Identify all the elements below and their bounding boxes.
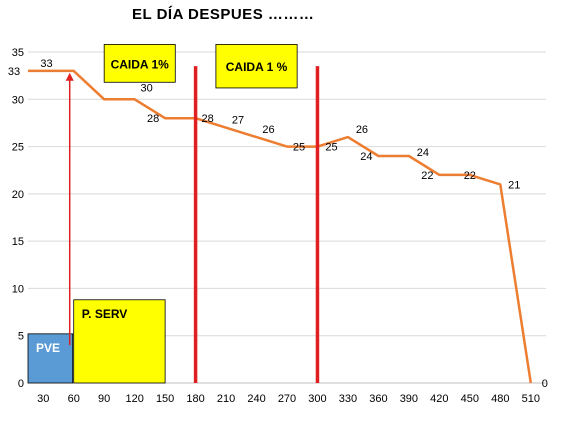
x-tick-label: 30 bbox=[37, 393, 49, 405]
chart-title: EL DÍA DESPUES ……… bbox=[132, 6, 315, 23]
y-tick-label: 10 bbox=[12, 283, 24, 295]
x-tick-label: 240 bbox=[247, 393, 265, 405]
data-label: 33 bbox=[40, 58, 52, 70]
data-label: 26 bbox=[262, 124, 274, 136]
x-tick-label: 300 bbox=[308, 393, 326, 405]
x-tick-label: 180 bbox=[186, 393, 204, 405]
data-label: 28 bbox=[201, 113, 213, 125]
y-tick-label: 25 bbox=[12, 142, 24, 154]
x-tick-label: 450 bbox=[461, 393, 479, 405]
y-tick-label: 15 bbox=[12, 236, 24, 248]
data-label: 26 bbox=[356, 124, 368, 136]
data-label: 22 bbox=[464, 170, 476, 182]
data-label: 21 bbox=[508, 179, 520, 191]
x-tick-label: 90 bbox=[98, 393, 110, 405]
x-tick-label: 390 bbox=[400, 393, 418, 405]
x-tick-label: 210 bbox=[217, 393, 235, 405]
annotation-box-p-serv-label: P. SERV bbox=[82, 307, 128, 321]
annotation-box-caida-1-label: CAIDA 1% bbox=[111, 57, 170, 71]
annotation-box-pve bbox=[27, 333, 74, 384]
y-tick-label: 0 bbox=[18, 378, 24, 390]
x-tick-label: 330 bbox=[339, 393, 357, 405]
x-tick-label: 150 bbox=[156, 393, 174, 405]
data-label: 22 bbox=[421, 170, 433, 182]
data-label: 28 bbox=[147, 113, 159, 125]
y-tick-label: 35 bbox=[12, 47, 24, 59]
data-label: 27 bbox=[232, 115, 244, 127]
data-label: 24 bbox=[360, 151, 372, 163]
data-label: 25 bbox=[325, 142, 337, 154]
x-tick-label: 420 bbox=[430, 393, 448, 405]
annotation-box-pve-label: PVE bbox=[36, 341, 60, 355]
data-label: 0 bbox=[542, 378, 548, 390]
data-label: 30 bbox=[141, 82, 153, 94]
annotation-box-p-serv bbox=[73, 299, 166, 384]
annotation-box-caida-1 bbox=[215, 44, 298, 89]
data-label: 25 bbox=[293, 142, 305, 154]
x-tick-label: 480 bbox=[491, 393, 509, 405]
data-label: 24 bbox=[417, 147, 429, 159]
annotation-box-caida-1-label: CAIDA 1 % bbox=[226, 60, 288, 74]
x-tick-label: 270 bbox=[278, 393, 296, 405]
y-tick-label: 30 bbox=[12, 94, 24, 106]
arrow-head bbox=[65, 72, 74, 81]
x-tick-label: 360 bbox=[369, 393, 387, 405]
data-label: 33 bbox=[8, 66, 20, 78]
x-tick-label: 120 bbox=[125, 393, 143, 405]
series-line bbox=[28, 69, 533, 384]
y-tick-label: 5 bbox=[18, 331, 24, 343]
annotation-box-caida-1 bbox=[103, 44, 176, 83]
x-tick-label: 60 bbox=[68, 393, 80, 405]
x-tick-label: 510 bbox=[522, 393, 540, 405]
y-tick-label: 20 bbox=[12, 189, 24, 201]
